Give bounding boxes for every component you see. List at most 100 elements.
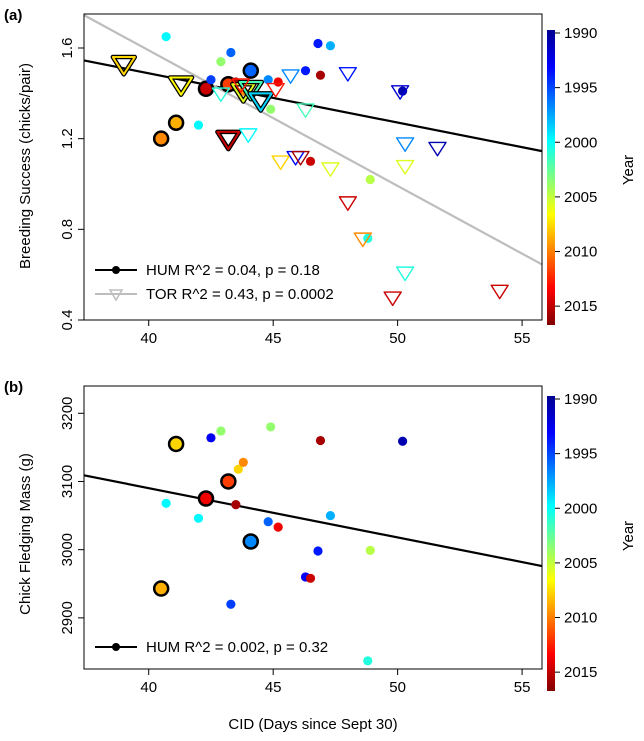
colorbar-tick-label: 2005 bbox=[564, 555, 597, 572]
data-point-hum bbox=[365, 174, 375, 185]
data-point-tor bbox=[266, 82, 285, 98]
data-point-tor bbox=[428, 141, 447, 157]
panel-b-x-tick-label: 55 bbox=[514, 679, 531, 696]
data-point-tor bbox=[353, 232, 372, 248]
panel-a-colorbar-label: Year bbox=[620, 155, 637, 185]
panel-b-y-axis-title: Chick Fledging Mass (g) bbox=[17, 453, 34, 615]
data-point-hum bbox=[216, 426, 226, 436]
panel-b-colorbar-ticks: 1990 1995 2000 2005 2010 2015 bbox=[555, 391, 597, 681]
data-point-hum bbox=[216, 57, 226, 67]
panel-a-colorbar: 1990 1995 2000 2005 2010 2015 Year bbox=[547, 25, 637, 325]
panel-a-x-tick-label: 55 bbox=[514, 330, 531, 347]
data-point-tor bbox=[395, 159, 415, 175]
panel-b-y-tick-label: 3100 bbox=[59, 465, 76, 498]
panel-b-y-tick-label: 3200 bbox=[59, 397, 76, 430]
data-point-hum bbox=[266, 104, 276, 114]
data-point-hum bbox=[233, 464, 243, 474]
colorbar-tick-label: 2005 bbox=[564, 189, 597, 206]
data-point-tor bbox=[395, 137, 415, 152]
data-point-hum bbox=[242, 533, 260, 550]
panel-a-x-tick-label: 45 bbox=[265, 330, 282, 347]
data-point-hum bbox=[161, 32, 171, 42]
panel-a-colorbar-ticks: 1990 1995 2000 2005 2010 2015 bbox=[555, 25, 597, 315]
panel-a-y-tick-label: 0.8 bbox=[59, 219, 76, 240]
x-axis-title: CID (Days since Sept 30) bbox=[228, 716, 397, 733]
data-point-hum bbox=[313, 546, 323, 556]
data-point-hum bbox=[315, 70, 326, 80]
data-point-hum bbox=[363, 656, 373, 666]
data-point-hum bbox=[193, 120, 204, 130]
colorbar-tick-label: 2015 bbox=[564, 664, 597, 681]
data-point-tor bbox=[238, 80, 263, 101]
data-point-tor bbox=[281, 69, 300, 84]
data-point-tor bbox=[338, 196, 358, 211]
panel-a-marks bbox=[83, 14, 543, 307]
data-point-hum bbox=[238, 457, 248, 467]
colorbar-tick-label: 2000 bbox=[564, 134, 597, 151]
panel-a-y-tick-label: 1.6 bbox=[59, 38, 76, 59]
panel-a-breeding-success: (a) Breeding Success (chicks/pair) 40 45 5… bbox=[4, 7, 637, 347]
panel-b-marks bbox=[83, 422, 543, 666]
panel-a-x-tick-label: 40 bbox=[140, 330, 157, 347]
panel-b-ticks: 40 45 50 55 2900 3000 3100 3200 bbox=[59, 397, 530, 696]
data-point-hum bbox=[193, 513, 204, 523]
data-point-hum bbox=[231, 500, 241, 510]
legend-hum-marker bbox=[112, 643, 120, 651]
panel-b-plot-frame bbox=[83, 385, 543, 670]
data-point-hum bbox=[266, 422, 276, 432]
colorbar-tick-label: 2000 bbox=[564, 500, 597, 517]
data-point-tor bbox=[490, 284, 509, 300]
panel-a-y-tick-label: 1.2 bbox=[59, 128, 76, 149]
colorbar-tick-label: 2015 bbox=[564, 298, 597, 315]
panel-b-colorbar: 1990 1995 2000 2005 2010 2015 Year bbox=[547, 391, 637, 691]
data-point-tor bbox=[390, 85, 410, 100]
data-point-tor bbox=[169, 76, 194, 96]
data-point-tor bbox=[395, 266, 415, 282]
legend-hum-label: HUM R^2 = 0.002, p = 0.32 bbox=[146, 639, 328, 656]
colorbar-tick-label: 1995 bbox=[564, 446, 597, 463]
panel-a-plot-frame bbox=[83, 13, 543, 321]
panel-b-x-tick-label: 50 bbox=[389, 679, 406, 696]
data-point-hum bbox=[152, 580, 170, 597]
panel-b-x-tick-label: 45 bbox=[265, 679, 282, 696]
data-point-hum bbox=[226, 47, 236, 58]
colorbar-tick-label: 2010 bbox=[564, 610, 597, 627]
data-point-tor bbox=[231, 78, 251, 94]
legend-tor-label: TOR R^2 = 0.43, p = 0.0002 bbox=[146, 286, 334, 303]
trend-line-tor bbox=[83, 14, 543, 266]
trend-line-hum bbox=[83, 474, 543, 568]
data-point-hum bbox=[167, 435, 185, 453]
panel-b-colorbar-gradient bbox=[547, 396, 555, 691]
colorbar-tick-label: 2010 bbox=[564, 244, 597, 261]
panel-b-tag: (b) bbox=[4, 379, 23, 396]
panel-a-tag: (a) bbox=[4, 7, 22, 24]
data-point-hum bbox=[242, 62, 260, 79]
data-point-hum bbox=[206, 75, 216, 85]
panel-a-x-tick-label: 50 bbox=[389, 330, 406, 347]
legend-hum-label: HUM R^2 = 0.04, p = 0.18 bbox=[146, 262, 320, 279]
data-point-hum bbox=[305, 156, 316, 166]
data-point-hum bbox=[315, 435, 326, 446]
data-point-hum bbox=[365, 545, 375, 555]
data-point-tor bbox=[271, 155, 290, 171]
data-point-tor bbox=[296, 103, 315, 118]
data-point-tor-outline bbox=[110, 54, 138, 77]
data-point-hum bbox=[152, 130, 170, 147]
data-point-hum bbox=[325, 41, 336, 51]
data-point-hum bbox=[263, 517, 273, 527]
data-point-tor-outline bbox=[215, 129, 242, 152]
data-point-hum bbox=[398, 86, 408, 96]
panel-b-legend: HUM R^2 = 0.002, p = 0.32 bbox=[95, 639, 328, 656]
colorbar-tick-label: 1990 bbox=[564, 391, 597, 408]
data-point-hum bbox=[197, 490, 215, 507]
data-point-hum bbox=[161, 498, 171, 508]
data-point-hum bbox=[325, 510, 336, 521]
data-point-hum bbox=[263, 75, 273, 85]
data-point-hum bbox=[273, 522, 283, 532]
panel-b-y-tick-label: 2900 bbox=[59, 601, 76, 634]
data-point-tor bbox=[321, 162, 340, 177]
data-point-tor bbox=[383, 291, 402, 307]
colorbar-tick-label: 1990 bbox=[564, 25, 597, 42]
data-point-hum bbox=[313, 38, 323, 49]
